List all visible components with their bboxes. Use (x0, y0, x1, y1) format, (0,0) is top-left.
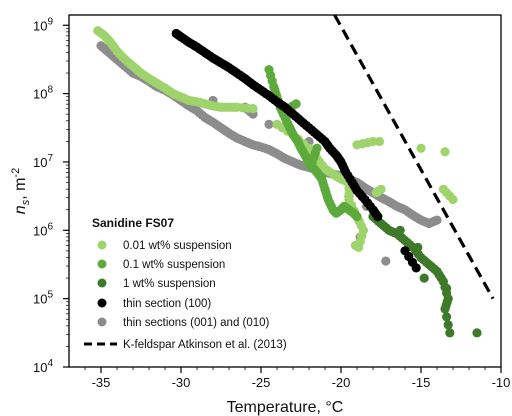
x-tick-label-0: -35 (92, 375, 111, 390)
series-3-fill-point (407, 257, 418, 267)
legend-item-reference: K-feldspar Atkinson et al. (2013) (84, 339, 287, 351)
y-tick-label-4: 108 (33, 85, 53, 102)
legend: Sanidine FS07 0.01 wt% suspension 0.1 wt… (84, 216, 287, 351)
legend-item-1: 0.1 wt% suspension (97, 259, 225, 271)
legend-marker-1 (97, 259, 107, 269)
series-2-fill-point (442, 288, 452, 298)
x-tick-label-2: -25 (252, 375, 271, 390)
y-tick-label-0: 104 (33, 358, 53, 375)
y-tick-base-3: 10 (33, 155, 47, 170)
y-axis-title-subscript: s (20, 199, 32, 205)
series-0 (93, 26, 458, 252)
x-tick-label-1: -30 (172, 375, 191, 390)
series-3-fill-point (357, 191, 367, 202)
series-2-point-13 (472, 328, 482, 338)
x-tick-label-5: -10 (492, 375, 511, 390)
series-0-fill-point (243, 103, 253, 113)
legend-marker-0 (97, 240, 107, 250)
y-tick-base-4: 10 (33, 87, 47, 102)
series-2-fill-point (436, 273, 446, 283)
y-axis-title-main: n (12, 205, 29, 214)
reference-line-atkinson (333, 15, 495, 300)
y-tick-base-1: 10 (33, 292, 47, 307)
series-2-fill-point (442, 312, 452, 322)
legend-item-4: thin sections (001) and (010) (97, 317, 270, 329)
series-0-fill-point (357, 139, 367, 149)
legend-marker-2 (97, 278, 107, 288)
y-tick-exp-1: 5 (47, 290, 53, 301)
series-0-fill-point (351, 241, 362, 251)
x-tick-label-3: -20 (332, 375, 351, 390)
series-2-point-12 (445, 328, 455, 338)
series-2 (368, 212, 482, 338)
series-0-fill-point (356, 221, 366, 231)
y-tick-base-0: 10 (33, 360, 47, 375)
series-1-fill-point (309, 152, 319, 162)
y-axis-title-superscript: -2 (10, 168, 22, 178)
series-4-point-43 (381, 256, 391, 266)
series-3 (171, 28, 421, 273)
series-4-fill-point (429, 216, 439, 226)
y-axis-title: ns, m-2 (10, 168, 32, 214)
legend-label-1: 0.1 wt% suspension (123, 259, 225, 271)
x-tick-label-4: -15 (412, 375, 431, 390)
data-layer (93, 15, 495, 338)
x-axis: -35 -30 -25 -20 -15 -10 (84, 367, 511, 390)
y-tick-base-2: 10 (33, 223, 47, 238)
y-tick-exp-2: 6 (47, 221, 53, 232)
y-tick-base-5: 10 (33, 18, 47, 33)
y-tick-label-3: 107 (33, 153, 53, 170)
legend-label-4: thin sections (001) and (010) (123, 317, 270, 329)
series-4-point-50 (264, 119, 274, 129)
series-1-fill-point (267, 76, 277, 86)
legend-marker-4 (97, 317, 107, 327)
legend-label-0: 0.01 wt% suspension (123, 240, 232, 252)
y-tick-exp-4: 8 (47, 85, 53, 96)
series-2-point-16 (419, 273, 429, 283)
y-tick-exp-0: 4 (47, 358, 53, 369)
series-0-point-35 (416, 143, 426, 153)
y-tick-exp-5: 9 (47, 16, 53, 27)
series-1-fill-point (351, 210, 361, 221)
legend-item-3: thin section (100) (97, 298, 211, 310)
series-0-point-41 (374, 136, 384, 147)
y-tick-label-2: 106 (33, 221, 53, 238)
y-tick-exp-3: 7 (47, 153, 53, 164)
series-0-fill-point (374, 185, 384, 196)
series-0-point-36 (440, 147, 450, 157)
series-0-fill-point (344, 189, 354, 199)
series-0-fill-point (445, 191, 455, 201)
y-tick-label-5: 109 (33, 16, 53, 33)
series-2-fill-point (443, 320, 453, 330)
series-3-fill-point (339, 164, 349, 174)
series-0-fill-point (229, 102, 239, 112)
legend-item-0: 0.01 wt% suspension (97, 240, 232, 252)
legend-label-reference: K-feldspar Atkinson et al. (2013) (123, 339, 287, 351)
series-2-fill-point (441, 300, 451, 311)
y-tick-label-1: 105 (33, 290, 53, 307)
plot-area-frame (68, 14, 502, 368)
legend-label-3: thin section (100) (123, 298, 211, 310)
x-axis-title: Temperature, °C (227, 399, 344, 416)
series-3-fill-point (371, 209, 381, 219)
legend-label-2: 1 wt% suspension (123, 278, 216, 290)
legend-title: Sanidine FS07 (92, 216, 174, 230)
legend-marker-3 (97, 298, 107, 308)
legend-item-2: 1 wt% suspension (97, 278, 216, 290)
y-axis-title-rest: , m (12, 178, 29, 200)
